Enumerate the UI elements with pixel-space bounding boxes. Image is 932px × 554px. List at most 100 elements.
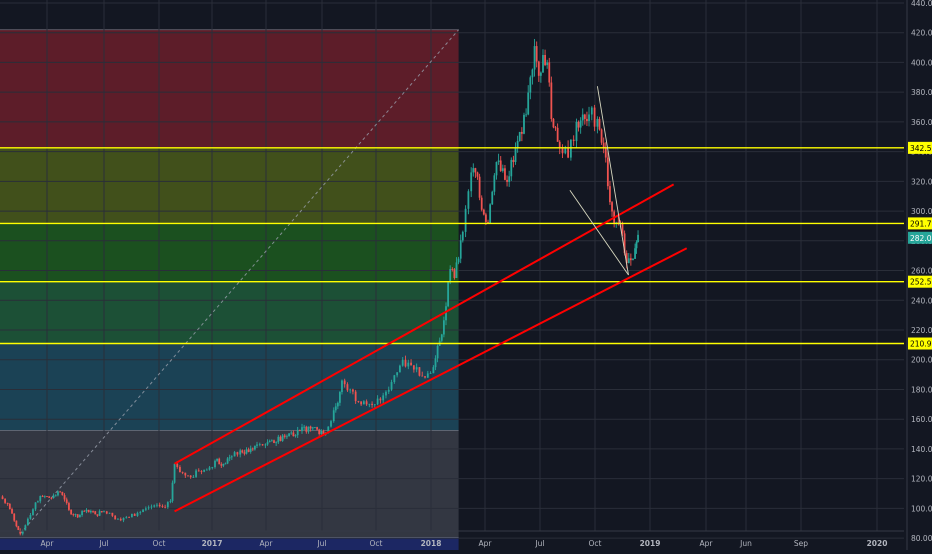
candle-body [189,475,192,478]
candle-body [6,502,9,504]
y-tick-label: 120.00 [911,475,932,484]
candle-body [288,433,290,437]
candle-body [224,463,227,465]
x-axis[interactable]: Apr Jul Oct 2017 Apr Jul Oct 2018 Apr Jul Oct 2019 A… [0,530,904,548]
candle-body [187,475,189,477]
candle-body [32,509,34,516]
candle-body [604,147,607,158]
triangle-lines[interactable] [569,86,629,276]
candle-body [294,435,297,437]
candle-body [632,258,634,261]
candle-body [181,472,184,473]
candle-body [249,448,252,452]
candle-body [139,511,142,513]
candle-body [203,469,206,472]
candle-body [254,445,256,450]
level-tag-bg [908,217,932,230]
candle-body [43,496,46,498]
candle-body [17,526,20,530]
candle-body [130,513,133,518]
candle-body [586,118,588,122]
candle-body [311,427,314,429]
candle-body [376,398,379,405]
horizontal-levels[interactable] [0,147,904,345]
candle-body [593,107,596,127]
candle-body [412,365,415,370]
candle-body [318,429,321,434]
x-tick-label: 2020 [867,539,888,548]
candle-body [39,496,42,502]
x-tick-label: Jun [739,539,752,548]
candle-body [279,436,282,441]
candle-body [268,440,271,443]
candle-body [195,470,197,477]
candle-body [303,426,306,428]
candle-body [482,209,485,215]
y-axis[interactable]: 80.00 100.00 120.00 140.00 160.00 180.00 200.0… [906,0,932,550]
candle-body [105,511,108,514]
candle-body [387,389,390,392]
candle-body [621,223,624,234]
candle-body [407,362,410,367]
candle-body [298,430,301,432]
candle-body [554,127,557,129]
candle-body [50,497,53,499]
candle-body [583,114,586,119]
candle-body [404,359,407,367]
candle-body [61,492,64,496]
candle-body [396,372,399,376]
candle-body [92,511,94,512]
candle-body [218,458,221,465]
candle-body [535,46,538,62]
candle-body [373,404,376,406]
channel-lines[interactable] [174,183,688,513]
y-tick-label: 260.00 [911,267,932,276]
candle-body [474,168,477,173]
candle-body [142,509,144,512]
candle-body [455,262,458,278]
candle-body [334,406,337,411]
candle-body [173,463,176,483]
candle-body [550,82,553,119]
candle-body [523,114,525,134]
candle-body [220,464,223,466]
candle-body [440,334,443,341]
candle-body [451,269,454,270]
candle-body [506,179,508,182]
y-tick-label: 320.00 [911,177,932,186]
candle-body [467,191,470,209]
candle-body [572,139,575,142]
candle-body [343,380,346,385]
candle-body [453,269,456,278]
candle-body [579,120,582,128]
candle-body [233,452,236,457]
candle-body [236,452,239,455]
candle-body [63,495,66,500]
level-tag-label: 291.71 [910,219,932,228]
candle-body [362,401,365,405]
candle-body [46,496,48,498]
candle-body [275,442,278,444]
channel-line-1 [174,247,688,513]
y-tick-label: 160.00 [911,415,932,424]
candle-body [21,530,24,534]
candle-body [307,426,310,432]
candle-body [516,141,519,148]
candle-body [598,118,601,130]
candle-body [533,46,536,70]
candle-body [501,168,504,171]
candle-body [464,208,467,232]
candle-body [432,367,435,374]
candle-body [81,511,83,516]
candle-body [19,529,22,534]
candle-body [161,506,164,507]
candle-body [390,382,393,390]
candle-body [147,507,150,509]
candle-body [29,515,32,519]
y-tick-label: 180.00 [911,385,932,394]
candle-body [184,472,187,476]
candle-body [322,430,325,436]
candle-body [171,482,174,501]
